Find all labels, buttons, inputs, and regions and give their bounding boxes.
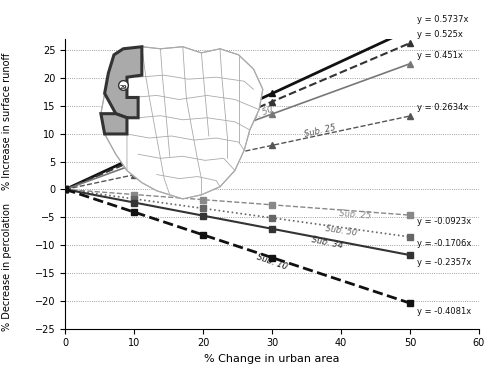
Text: % Decrease in percolation: % Decrease in percolation [2,203,12,331]
Text: Sub. 25: Sub. 25 [338,209,371,221]
Text: Sub. 10: Sub. 10 [228,99,261,120]
Text: Sub. 50: Sub. 50 [242,105,275,125]
Text: Sub. 34: Sub. 34 [310,236,344,251]
Text: y = 0.451x: y = 0.451x [417,50,463,60]
Text: y = -0.2357x: y = -0.2357x [417,257,471,266]
Text: % Increase in surface runoff: % Increase in surface runoff [2,53,12,190]
Text: y = -0.4081x: y = -0.4081x [417,307,471,316]
X-axis label: % Change in urban area: % Change in urban area [204,354,340,364]
Text: Sub. 25: Sub. 25 [304,123,337,139]
Text: y = -0.1706x: y = -0.1706x [417,239,471,248]
Text: y = 0.2634x: y = 0.2634x [417,103,468,112]
Text: y = 0.5737x: y = 0.5737x [417,15,469,24]
Text: Sub. 50: Sub. 50 [324,224,358,238]
Text: Sub. 10: Sub. 10 [256,252,288,271]
Text: y = 0.525x: y = 0.525x [417,30,463,39]
Text: y = -0.0923x: y = -0.0923x [417,217,471,226]
Text: Sub. 34: Sub. 34 [214,98,247,120]
